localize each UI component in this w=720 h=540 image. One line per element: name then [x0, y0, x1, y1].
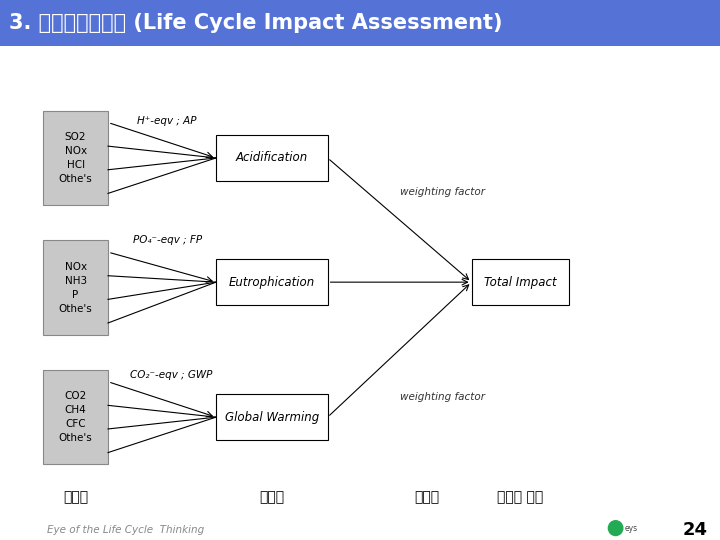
Bar: [216, 259, 328, 305]
Text: Global Warming: Global Warming: [225, 410, 319, 424]
Text: 3. 전과정영향평가 (Life Cycle Impact Assessment): 3. 전과정영향평가 (Life Cycle Impact Assessment…: [9, 13, 502, 33]
Bar: [216, 394, 328, 440]
Text: Eutrophication: Eutrophication: [229, 275, 315, 289]
Text: weighting factor: weighting factor: [400, 187, 485, 197]
Text: 분류화: 분류화: [63, 490, 88, 504]
Text: 가준치 부여: 가준치 부여: [497, 490, 543, 504]
Text: H⁺-eqv ; AP: H⁺-eqv ; AP: [137, 117, 197, 126]
Text: Total Impact: Total Impact: [484, 275, 557, 289]
Text: weighting factor: weighting factor: [400, 392, 485, 402]
Text: CO2
CH4
CFC
Othe's: CO2 CH4 CFC Othe's: [59, 391, 92, 443]
Text: Eye of the Life Cycle  Thinking: Eye of the Life Cycle Thinking: [48, 525, 204, 535]
Bar: [0, 0, 720, 46]
Text: Acidification: Acidification: [235, 151, 308, 165]
Text: 24: 24: [683, 521, 707, 539]
Text: SO2
NOx
HCl
Othe's: SO2 NOx HCl Othe's: [59, 132, 92, 184]
Text: CO₂⁻-eqv ; GWP: CO₂⁻-eqv ; GWP: [130, 370, 212, 380]
Bar: [216, 135, 328, 181]
Ellipse shape: [608, 520, 624, 536]
Text: 특선화: 특선화: [260, 490, 284, 504]
Text: NOx
NH3
P
Othe's: NOx NH3 P Othe's: [59, 261, 92, 314]
Bar: [472, 259, 569, 305]
Text: eys: eys: [625, 524, 638, 532]
Text: PO₄⁻-eqv ; FP: PO₄⁻-eqv ; FP: [133, 235, 202, 245]
Bar: [43, 111, 108, 205]
Bar: [43, 370, 108, 464]
Bar: [43, 240, 108, 335]
Text: 전규화: 전규화: [415, 490, 439, 504]
